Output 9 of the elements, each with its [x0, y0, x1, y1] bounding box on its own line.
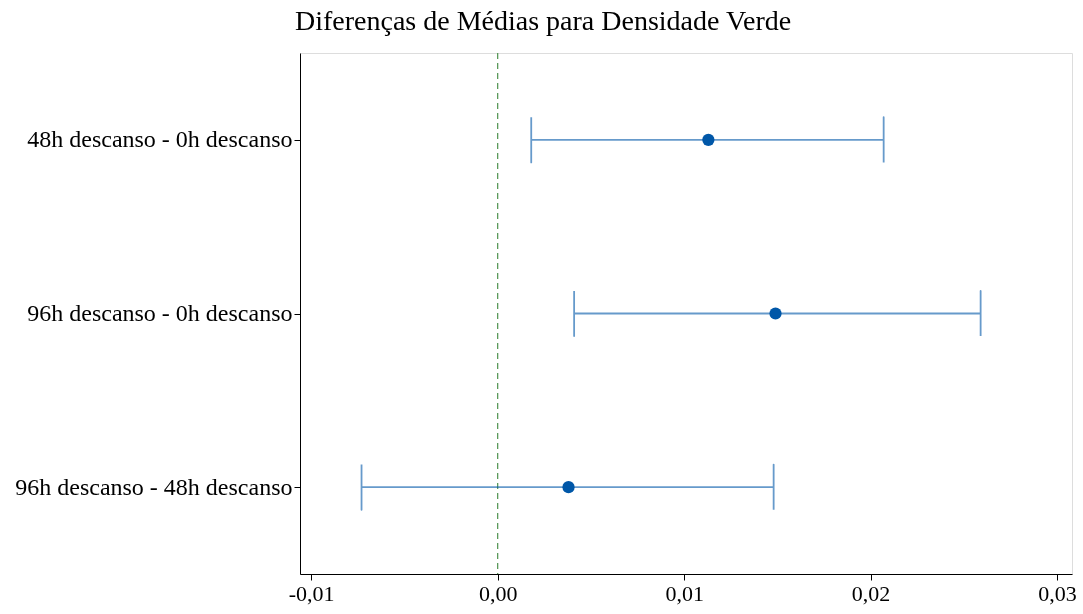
- y-tick-label: 96h descanso - 0h descanso: [27, 300, 293, 326]
- x-tick-label: 0,03: [1038, 580, 1077, 606]
- y-tick-label: 96h descanso - 48h descanso: [15, 473, 293, 500]
- x-tick-label: 0,02: [851, 580, 891, 606]
- x-tick-label: -0,01: [288, 580, 335, 606]
- x-tick-label: 0,01: [665, 580, 704, 606]
- chart-title: Diferenças de Médias para Densidade Verde: [295, 5, 792, 37]
- y-tick-label: 48h descanso - 0h descanso: [27, 126, 293, 153]
- x-tick-label: 0,00: [478, 580, 518, 606]
